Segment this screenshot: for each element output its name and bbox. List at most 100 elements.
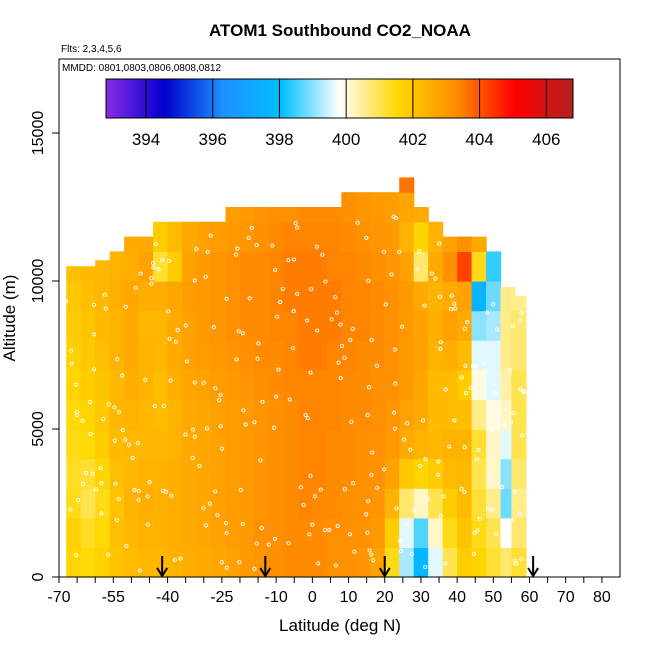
heatmap-cell [399, 458, 415, 489]
sample-point [463, 363, 468, 368]
sample-point [270, 243, 275, 248]
sample-point [192, 380, 197, 385]
sample-point [508, 420, 514, 425]
heatmap-cell [399, 517, 415, 548]
sample-point [309, 287, 314, 292]
sample-point [258, 458, 263, 463]
heatmap-cell [138, 340, 154, 371]
heatmap-cell [109, 310, 125, 341]
heatmap-cell [239, 251, 256, 282]
heatmap-cell [225, 399, 241, 430]
heatmap-cell [384, 310, 400, 341]
sample-point [366, 278, 371, 283]
sample-point [291, 257, 297, 262]
heatmap-cell [355, 192, 371, 223]
heatmap-cell [196, 429, 212, 460]
sample-point [462, 326, 467, 331]
sample-point [103, 306, 108, 311]
x-tick-label: -25 [210, 589, 233, 606]
heatmap-cell [442, 429, 458, 460]
heatmap-cell [355, 281, 371, 312]
heatmap-cell [182, 340, 198, 371]
heatmap-cell [370, 517, 386, 548]
heatmap-cell [283, 251, 299, 282]
heatmap-cell [80, 488, 96, 519]
heatmap-cell [297, 517, 313, 548]
heatmap-cell [239, 207, 256, 223]
heatmap-cell [80, 458, 96, 489]
sample-point [509, 518, 514, 523]
heatmap-cell [66, 281, 82, 312]
heatmap-cell [225, 251, 241, 282]
sample-point [123, 304, 128, 309]
heatmap-cell [413, 340, 429, 371]
sample-point [260, 399, 265, 404]
heatmap-cell [326, 221, 342, 252]
sample-point [217, 398, 222, 403]
sample-point [521, 389, 526, 395]
heatmap-cell [153, 251, 169, 282]
sample-point [115, 518, 120, 523]
sample-point [138, 271, 143, 276]
sample-point [365, 413, 370, 418]
sample-point [500, 485, 505, 490]
sample-point [160, 257, 165, 262]
sample-point [491, 302, 496, 307]
sample-point [465, 320, 470, 325]
heatmap-cell [457, 458, 473, 489]
sample-point [364, 235, 369, 240]
heatmap-cell [66, 340, 82, 371]
plot-frame [58, 58, 621, 578]
sample-point [375, 485, 380, 490]
sample-point [213, 489, 218, 494]
heatmap-cell [225, 517, 241, 548]
heatmap-cell [341, 340, 357, 371]
sample-point [224, 565, 229, 570]
sample-point [106, 402, 111, 407]
sample-point [348, 337, 353, 343]
heatmap-cell [486, 281, 502, 312]
heatmap-cell [297, 207, 313, 223]
sample-point [215, 512, 220, 518]
x-tick-label: -70 [47, 589, 70, 606]
heatmap-cell [428, 251, 444, 282]
heatmap-cell [511, 429, 527, 460]
x-axis: -70 -55 -40 -25 -10 0 10 20 30 40 50 60 70 80 [47, 577, 611, 606]
x-tick-label: 50 [484, 589, 502, 606]
sample-point [437, 294, 443, 299]
sample-point [315, 328, 320, 333]
sample-point [74, 382, 79, 387]
heatmap-cell [138, 281, 154, 312]
heatmap-cell [211, 517, 227, 548]
heatmap-cell [167, 251, 183, 282]
heatmap-cell [457, 429, 473, 460]
sample-point [68, 507, 73, 512]
heatmap-cell [283, 281, 299, 312]
heatmap-cell [370, 192, 386, 223]
heatmap-cell [326, 399, 342, 430]
heatmap-cell [167, 517, 183, 548]
heatmap-cell [196, 221, 212, 252]
heatmap-cell [80, 547, 96, 578]
sample-point [120, 428, 125, 433]
sample-point [275, 314, 280, 319]
sample-point [447, 444, 452, 449]
heatmap-cell [428, 458, 444, 489]
sample-point [218, 392, 223, 398]
sample-points-layer [64, 214, 526, 573]
heatmap-cell [384, 488, 400, 519]
heatmap-cell [355, 547, 371, 578]
sample-point [422, 303, 427, 308]
sample-point [369, 552, 374, 557]
heatmap-cell [109, 281, 125, 312]
heatmap-cell [182, 399, 198, 430]
heatmap-cell [457, 369, 473, 400]
colorbar: 394 396 398 400 402 404 406 [105, 78, 574, 149]
colorbar-tick-label: 394 [132, 130, 160, 149]
sample-point [247, 296, 252, 301]
sample-point [68, 348, 74, 353]
heatmap-cell [355, 429, 371, 460]
heatmap-cell [254, 458, 270, 489]
heatmap-cell [283, 517, 299, 548]
heatmap-cell [268, 517, 284, 548]
